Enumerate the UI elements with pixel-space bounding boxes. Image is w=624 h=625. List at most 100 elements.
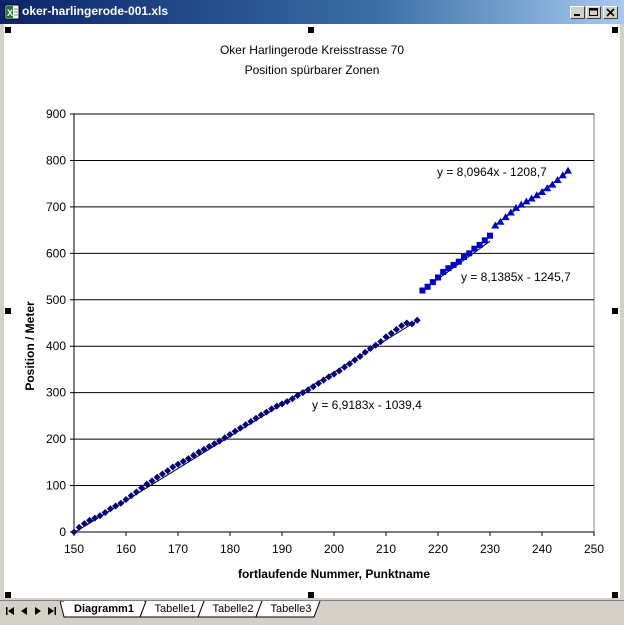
tab-diagramm1[interactable]: Diagramm1 [74,603,134,615]
selection-handle[interactable] [5,592,11,598]
excel-app-icon[interactable]: X [4,4,20,20]
data-point-diamond [392,326,400,334]
data-point-diamond [252,414,260,422]
data-point-diamond [278,400,286,408]
x-tick-label: 220 [428,542,448,556]
data-point-triangle [553,175,562,183]
data-point-diamond [325,373,333,381]
data-point-diamond [372,341,380,349]
data-point-diamond [112,502,120,510]
sheet-tab-bar: Diagramm1 Tabelle1 Tabelle2 Tabelle3 [0,600,624,625]
data-point-diamond [127,492,135,500]
data-point-diamond [366,345,374,353]
selection-handle[interactable] [308,27,314,33]
data-point-diamond [309,383,317,391]
data-point-diamond [294,391,302,399]
data-point-diamond [382,333,390,341]
chart-sheet[interactable]: Oker Harlingerode Kreisstrasse 70 Positi… [4,24,620,598]
data-point-square [424,283,431,290]
data-point-diamond [96,512,104,520]
data-point-diamond [335,367,343,375]
data-point-triangle [501,213,510,221]
trendline-label-2: y = 8,1385x - 1245,7 [461,270,571,284]
selection-handle[interactable] [612,592,618,598]
data-point-diamond [361,348,369,356]
selection-handle[interactable] [308,592,314,598]
data-point-diamond [80,520,88,528]
y-tick-label: 0 [59,525,66,539]
first-sheet-icon[interactable] [4,605,16,617]
data-point-diamond [351,356,359,364]
data-point-diamond [122,495,130,503]
close-button[interactable] [603,6,618,19]
data-point-diamond [221,434,229,442]
selection-handle[interactable] [5,27,11,33]
x-tick-label: 230 [480,542,500,556]
data-point-diamond [242,421,250,429]
data-point-diamond [247,417,255,425]
y-tick-label: 200 [46,432,66,446]
data-point-diamond [216,437,224,445]
title-bar[interactable]: X oker-harlingerode-001.xls [0,0,624,24]
y-tick-label: 800 [46,153,66,167]
tab-tabelle1[interactable]: Tabelle1 [154,603,196,615]
data-point-diamond [304,386,312,394]
x-tick-label: 210 [376,542,396,556]
x-tick-label: 160 [116,542,136,556]
data-point-diamond [132,488,140,496]
x-tick-label: 150 [64,542,84,556]
data-point-triangle [491,221,500,229]
next-sheet-icon[interactable] [32,605,44,617]
y-tick-label: 600 [46,246,66,260]
x-tick-label: 240 [532,542,552,556]
tab-tabelle3[interactable]: Tabelle3 [270,603,312,615]
data-point-diamond [75,523,83,531]
data-point-triangle [564,166,572,174]
minimize-button[interactable] [570,6,585,19]
data-point-diamond [153,473,161,481]
chart-title-line2: Position spürbarer Zonen [245,63,380,77]
data-point-square [429,279,436,286]
data-point-diamond [257,411,265,419]
data-point-diamond [314,379,322,387]
data-point-diamond [299,389,307,397]
tab-tabelle2[interactable]: Tabelle2 [212,603,254,615]
data-point-square [461,254,467,261]
data-point-square [435,274,441,281]
data-point-diamond [158,470,166,478]
data-point-triangle [527,194,536,202]
data-point-square [440,268,447,275]
y-tick-label: 100 [46,479,66,493]
y-tick-label: 300 [46,386,66,400]
data-point-triangle [517,200,526,208]
y-tick-label: 500 [46,293,66,307]
data-point-diamond [283,397,291,405]
y-tick-label: 400 [46,339,66,353]
data-point-square [481,237,488,244]
data-point-diamond [413,316,421,324]
data-point-diamond [174,460,182,468]
data-point-diamond [403,319,411,327]
data-point-diamond [101,508,109,516]
selection-handle[interactable] [612,27,618,33]
trendline-label-3: y = 8,0964x - 1208,7 [437,165,547,179]
data-point-diamond [262,408,270,416]
trendline-label-1: y = 6,9183x - 1039,4 [312,398,422,412]
last-sheet-icon[interactable] [46,605,58,617]
x-tick-label: 200 [324,542,344,556]
data-point-triangle [506,208,515,216]
data-point-diamond [164,467,172,475]
selection-handle[interactable] [612,308,618,314]
x-tick-label: 170 [168,542,188,556]
data-point-diamond [179,457,187,465]
data-point-square [471,245,478,252]
plot-area[interactable]: 0 100 200 300 400 500 600 700 800 900 150 160 170 180… [46,107,604,556]
data-point-diamond [70,528,78,536]
data-point-diamond [184,455,192,463]
chart[interactable]: Oker Harlingerode Kreisstrasse 70 Positi… [4,24,620,598]
maximize-button[interactable] [586,6,601,19]
prev-sheet-icon[interactable] [18,605,30,617]
y-tick-label: 700 [46,200,66,214]
selection-handle[interactable] [5,308,11,314]
